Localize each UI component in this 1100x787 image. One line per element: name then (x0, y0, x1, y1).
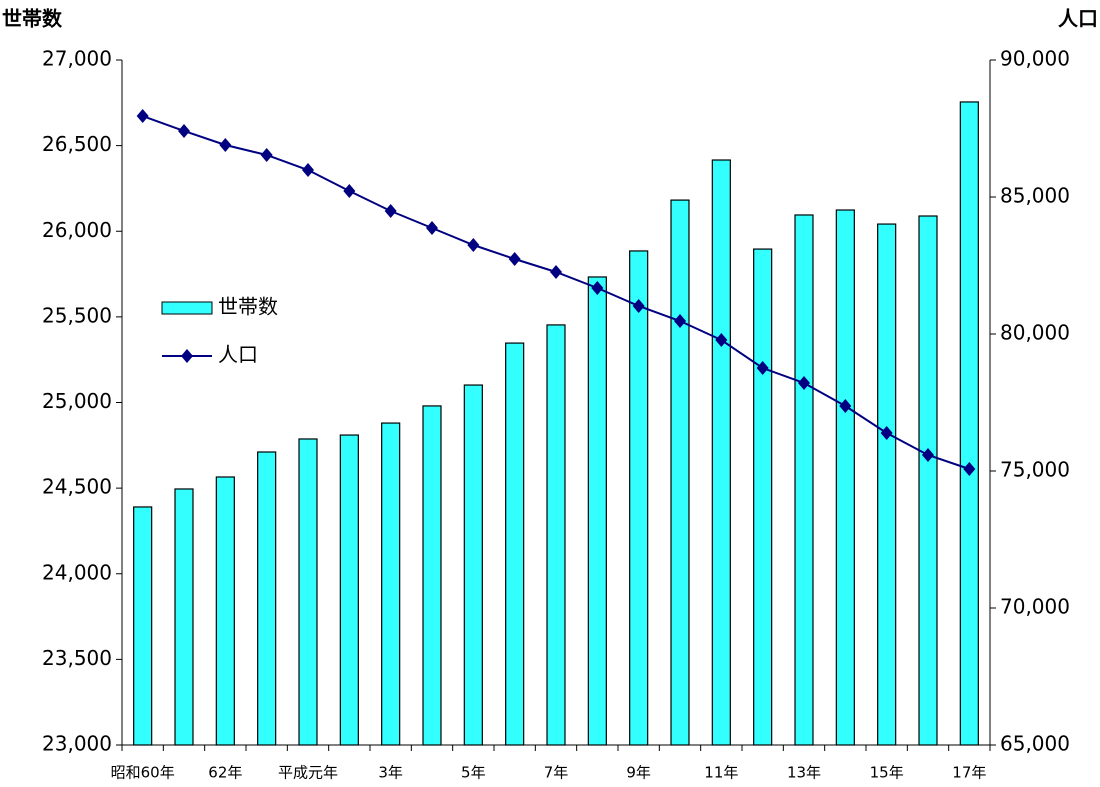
x-tick-label: 9年 (626, 764, 651, 782)
y-tick-label: 25,000 (42, 389, 112, 413)
legend-label: 世帯数 (218, 295, 278, 319)
bar (918, 215, 938, 746)
x-tick-label: 7年 (544, 764, 569, 782)
bar (422, 405, 442, 746)
y2-axis-title: 人口 (1058, 7, 1098, 31)
x-tick-label: 昭和60年 (111, 764, 175, 782)
marker (426, 220, 438, 235)
x-tick-label: 17年 (952, 764, 986, 782)
bar (463, 384, 483, 746)
marker (963, 461, 976, 476)
legend-label: 人口 (218, 343, 258, 367)
y-axis-title: 世帯数 (2, 7, 63, 31)
y2-tick-label: 90,000 (1000, 47, 1070, 71)
marker (467, 238, 480, 253)
marker (384, 204, 397, 219)
y2-tick-label: 75,000 (1000, 458, 1070, 482)
bar (133, 506, 153, 746)
marker (302, 163, 314, 178)
bar (215, 476, 235, 746)
marker (880, 425, 893, 440)
marker (178, 123, 190, 138)
legend-swatch (181, 349, 193, 363)
marker (756, 361, 769, 376)
marker (591, 280, 604, 295)
marker (798, 375, 810, 390)
bar (339, 434, 359, 746)
y-tick-label: 24,000 (42, 560, 112, 584)
y-tick-label: 23,500 (42, 646, 112, 670)
bar (670, 199, 690, 746)
marker (839, 399, 852, 414)
bar (546, 324, 566, 746)
y-tick-label: 26,500 (42, 132, 112, 156)
bar (959, 101, 979, 746)
marker (632, 298, 645, 313)
x-tick-label: 平成元年 (278, 764, 338, 782)
bar (877, 223, 897, 746)
y2-tick-label: 80,000 (1000, 321, 1070, 345)
bar (174, 488, 194, 746)
bar (711, 159, 731, 746)
marker (715, 333, 728, 348)
y-tick-label: 24,500 (42, 475, 112, 499)
bar (587, 276, 607, 746)
bar (794, 214, 814, 746)
marker (219, 137, 232, 152)
x-tick-label: 62年 (208, 764, 242, 782)
bar (505, 342, 525, 746)
bar (381, 422, 401, 746)
y-tick-label: 26,000 (42, 218, 112, 242)
x-tick-label: 13年 (787, 764, 821, 782)
x-tick-label: 5年 (461, 764, 486, 782)
y2-tick-label: 85,000 (1000, 184, 1070, 208)
y2-tick-label: 65,000 (1000, 732, 1070, 756)
marker (136, 109, 149, 124)
marker (922, 447, 934, 462)
bar (298, 438, 318, 746)
bar (753, 248, 773, 746)
marker (343, 183, 356, 198)
bar (629, 250, 649, 746)
bar (835, 209, 855, 746)
x-tick-label: 11年 (704, 764, 738, 782)
marker (508, 252, 521, 267)
bar (257, 451, 277, 746)
marker (550, 264, 562, 279)
x-tick-label: 15年 (870, 764, 904, 782)
x-tick-label: 3年 (378, 764, 403, 782)
marker (674, 314, 686, 329)
y-tick-label: 23,000 (42, 732, 112, 756)
legend-swatch (161, 301, 213, 315)
y-tick-label: 25,500 (42, 303, 112, 327)
y-tick-label: 27,000 (42, 47, 112, 71)
marker (260, 147, 273, 162)
y2-tick-label: 70,000 (1000, 595, 1070, 619)
